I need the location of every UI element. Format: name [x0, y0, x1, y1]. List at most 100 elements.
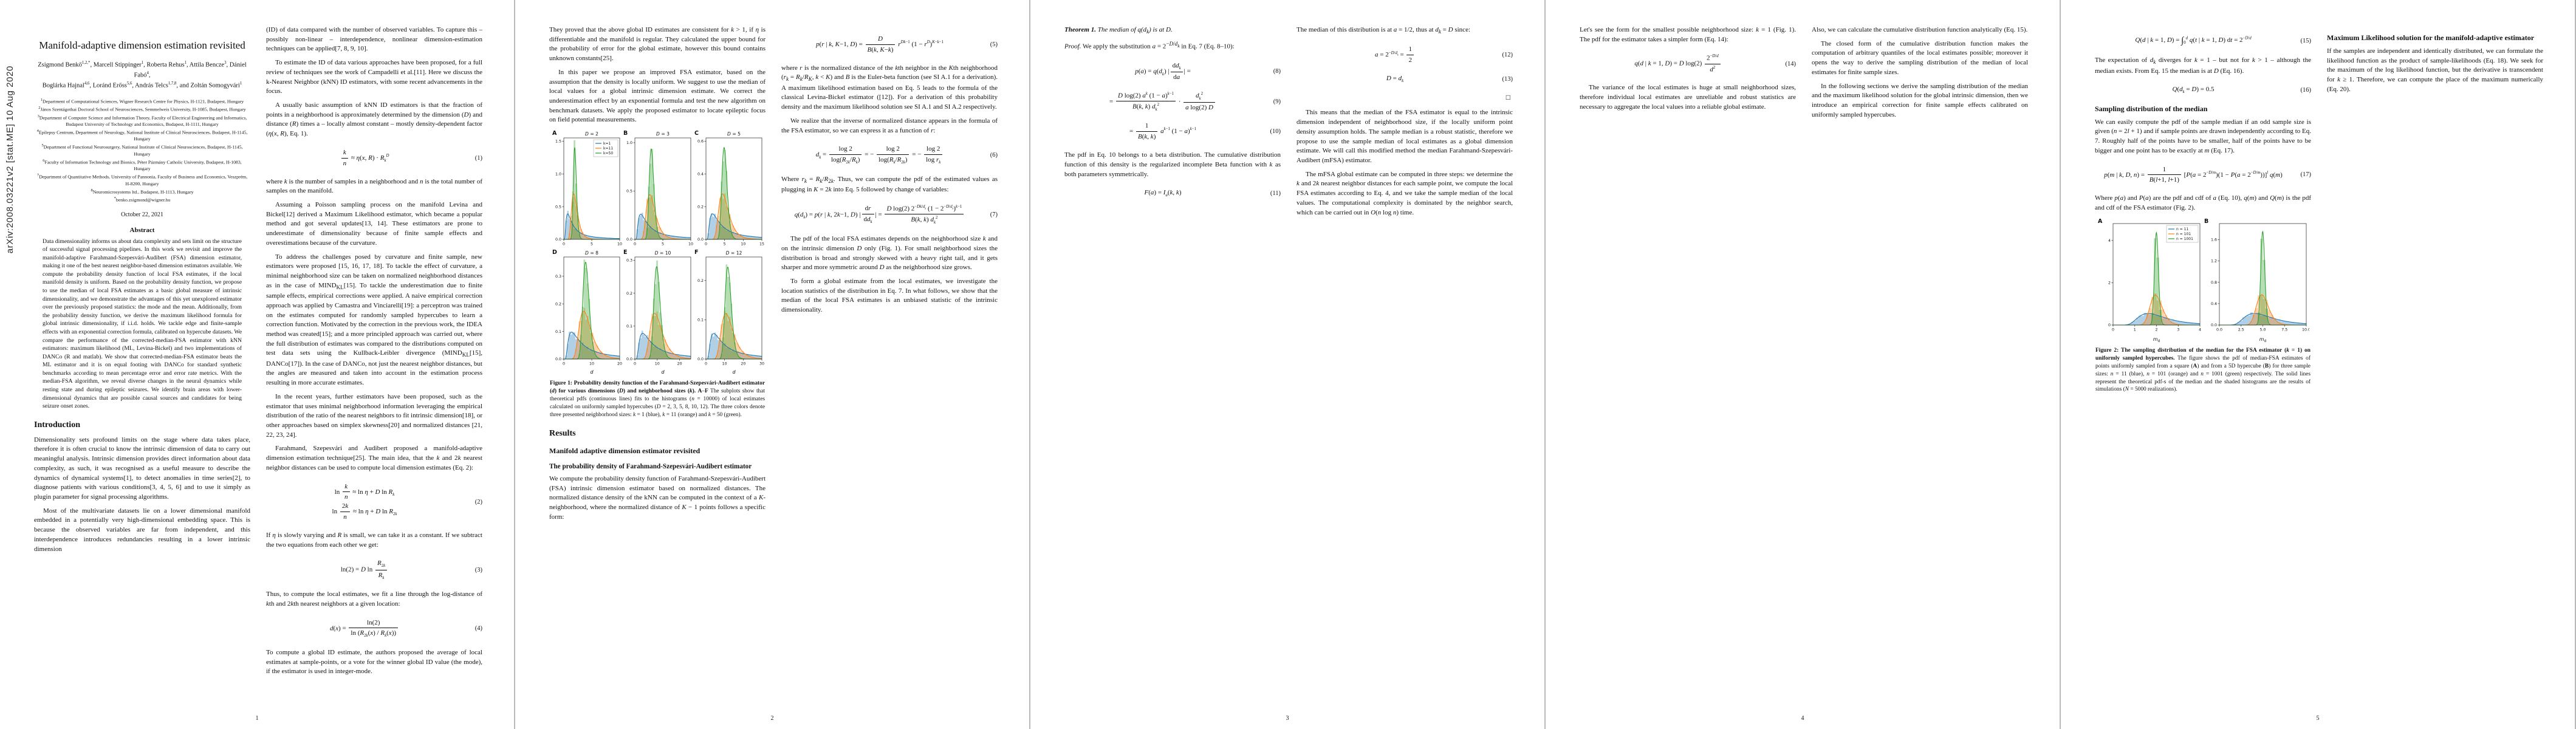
page-number: 2: [770, 715, 774, 722]
subsubsection-heading: The probability density of Farahmand-Sze…: [549, 463, 752, 471]
affiliation-line: 6Faculty of Information Technology and B…: [43, 158, 242, 172]
page-5-right-column: Maximum Likelihood solution for the mani…: [2327, 26, 2543, 707]
svg-text:d: d: [732, 369, 736, 375]
equation-3: ln(2) = D ln R2k Rk (3): [266, 559, 482, 581]
svg-text:D = 3: D = 3: [656, 131, 670, 137]
equation-body: D = dk: [1386, 74, 1404, 84]
svg-text:0: 0: [633, 362, 635, 366]
svg-text:n = 101: n = 101: [2176, 232, 2191, 236]
svg-text:0.2: 0.2: [697, 205, 703, 210]
equation-15: Q(d | k = 1, D) = ∫0d q(t | k = 1, D) dt…: [2095, 35, 2311, 47]
svg-text:B: B: [623, 130, 628, 137]
paragraph: Theorem 1. The median of q(dk) is at D.: [1064, 26, 1173, 35]
equation-number: (6): [990, 151, 998, 159]
paragraph: Assuming a Poisson sampling process on t…: [266, 201, 482, 247]
svg-text:D = 2: D = 2: [585, 131, 598, 137]
paragraph: The pdf of the local FSA estimates depen…: [781, 235, 998, 272]
paragraph: A usually basic assumption of kNN ID est…: [266, 101, 482, 138]
svg-text:0.2: 0.2: [697, 279, 703, 283]
paragraph: Where rk = Rk/R2k. Thus, we can compute …: [781, 175, 998, 193]
equation-12: a = 2−D/dk = 1 2 (12): [1297, 45, 1513, 65]
section-heading-results: Results: [549, 429, 576, 439]
paragraph: Dimensionality sets profound limits on t…: [34, 436, 250, 501]
svg-text:0.1: 0.1: [626, 324, 632, 329]
author-list: Zsigmond Benkő1,2,*, Marcell Stippinger1…: [38, 61, 247, 89]
svg-text:0: 0: [2112, 327, 2114, 332]
page-number: 3: [1286, 715, 1289, 722]
date: October 22, 2021: [121, 211, 163, 218]
svg-text:d: d: [661, 369, 665, 375]
equation-number: (9): [1273, 98, 1281, 106]
page-5-columns: Q(d | k = 1, D) = ∫0d q(t | k = 1, D) dt…: [2095, 26, 2543, 707]
figure-2-panel-B: 0.0 0.4 0.8 1.2 1.6 0.0 2.5 5.0 7.5 10.0 Bmd: [2204, 218, 2309, 342]
page-3-left-column: Theorem 1. The median of q(dk) is at D. P…: [1064, 26, 1281, 707]
equation-body: Q(d | k = 1, D) = ∫0d q(t | k = 1, D) dt…: [2135, 36, 2252, 46]
affiliation-line: 1Department of Computational Sciences, W…: [40, 97, 244, 104]
figure-1-panel-F: 0.0 0.1 0.2 0 10 20 30 D = 12 Fd: [694, 249, 764, 375]
svg-text:20: 20: [677, 362, 682, 366]
paragraph: Let's see the form for the smallest poss…: [1580, 26, 1796, 43]
equation-7: q(dk) = p(r | k, 2k−1, D) | dr ddk | = D lo…: [781, 204, 998, 226]
paragraph: We can easily compute the pdf of the sam…: [2095, 118, 2311, 154]
page-5-left-column: Q(d | k = 1, D) = ∫0d q(t | k = 1, D) dt…: [2095, 26, 2311, 707]
svg-text:2: 2: [2108, 281, 2111, 285]
page-3: Theorem 1. The median of q(dk) is at D. P…: [1030, 0, 1544, 729]
svg-text:E: E: [623, 249, 628, 256]
equation-number: (5): [990, 41, 998, 48]
paragraph: Farahmand, Szepesvári and Audibert propo…: [266, 445, 482, 471]
svg-text:B: B: [2204, 218, 2208, 225]
page-4-left-column: Let's see the form for the smallest poss…: [1580, 26, 1796, 707]
equation-number: (16): [2300, 86, 2312, 94]
paragraph: where r is the normalized distance of th…: [781, 64, 998, 111]
paragraph: To address the challenges posed by curva…: [266, 253, 482, 387]
svg-text:D = 12: D = 12: [725, 250, 742, 256]
figure-2-caption: Figure 2: The sampling distribution of t…: [2095, 347, 2311, 393]
equation-body: dk = log 2 log(R2k/Rk) = − log 2 log(Rk/R2…: [781, 145, 978, 165]
equation-number: (2): [474, 498, 482, 505]
paragraph: In this paper we propose an improved FSA…: [549, 68, 766, 124]
svg-text:5: 5: [590, 242, 592, 247]
paragraph: This means that the median of the FSA es…: [1297, 109, 1513, 164]
page-2-columns: They proved that the above global ID est…: [549, 26, 998, 707]
equation-16: Q(dk = D) = 0.5 (16): [2095, 85, 2311, 95]
svg-text:10: 10: [688, 242, 693, 247]
paragraph: To estimate the ID of data various appro…: [266, 59, 482, 95]
page-3-right-column: The median of this distribution is at a …: [1297, 26, 1513, 707]
equation-number: (8): [1273, 68, 1281, 75]
paragraph: If the samples are independent and ident…: [2327, 47, 2543, 93]
paper-title: Manifold-adaptive dimension estimation r…: [39, 39, 245, 51]
paragraph: The median of this distribution is at a …: [1297, 26, 1471, 35]
page-1-columns: Manifold-adaptive dimension estimation r…: [34, 26, 482, 707]
svg-text:0.8: 0.8: [2211, 281, 2217, 285]
abstract-heading: Abstract: [129, 226, 155, 234]
svg-text:10: 10: [722, 362, 727, 366]
page-4-columns: Let's see the form for the smallest poss…: [1580, 26, 2028, 707]
paragraph: Thus, to compute the local estimates, we…: [266, 590, 482, 608]
affiliation-line: 8Neuromicrosystems ltd., Budapest, H-111…: [91, 188, 194, 195]
paragraph: Where p(a) and P(a) are the pdf and cdf …: [2095, 194, 2311, 211]
svg-text:20: 20: [617, 362, 622, 366]
figure-1-panel-D: 0.0 0.1 0.2 0.3 0 10 20 D = 8 Dd: [552, 249, 622, 375]
paragraph: The mFSA global estimate can be computed…: [1297, 170, 1513, 216]
svg-text:0: 0: [562, 362, 564, 366]
equation-11: F(a) = Ia(k, k) (11): [1064, 188, 1281, 198]
svg-text:n = 1001: n = 1001: [2176, 237, 2193, 241]
svg-text:md: md: [2259, 337, 2267, 342]
svg-text:0.2: 0.2: [555, 303, 561, 307]
equation-body: q(d | k = 1, D) = D log(2) 2−D/d d2: [1580, 53, 1776, 74]
svg-text:0.3: 0.3: [555, 275, 561, 279]
equation-body: d(x) = ln(2) ln (R2k(x) / Rk(x)): [266, 618, 463, 639]
svg-text:10: 10: [589, 362, 594, 366]
svg-text:d: d: [590, 369, 594, 375]
svg-text:5.0: 5.0: [2259, 327, 2266, 332]
affiliation-line: 7Department of Quantitative Methods, Uni…: [36, 173, 248, 187]
abstract-text: Data dimensionality informs us about dat…: [43, 238, 242, 410]
equation-body: p(m | k, D, n) = 1 B(l+1, l+1) [P(a = 2−D…: [2104, 165, 2283, 184]
paragraph: We realize that the inverse of normalize…: [781, 117, 998, 134]
paragraph: In the following sections we derive the …: [1812, 82, 2028, 118]
figure-1-panel-C: 0.0 0.2 0.4 0.6 0 5 10 15 D = 5 C: [694, 130, 764, 247]
